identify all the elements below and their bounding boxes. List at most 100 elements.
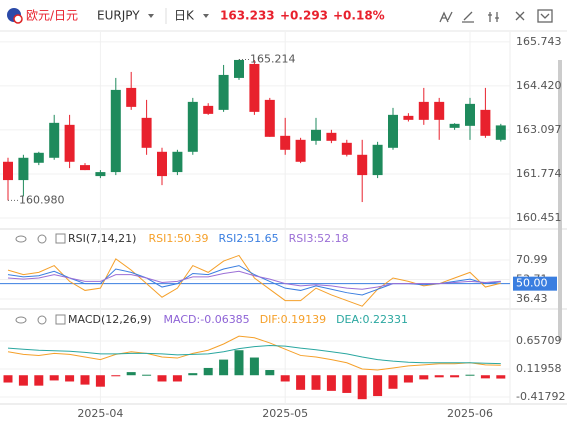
legend-label: MACD:-0.06385 — [164, 313, 250, 326]
candle-body — [18, 157, 29, 181]
candle-body — [157, 151, 167, 177]
y-tick-label: 165.743 — [516, 35, 562, 48]
y-tick-label: 163.097 — [516, 123, 562, 136]
macd-bar — [388, 375, 398, 389]
check-icon[interactable] — [55, 233, 66, 244]
macd-bar — [142, 374, 152, 376]
candle-body — [465, 103, 475, 126]
dropdown-icon[interactable] — [203, 14, 209, 18]
macd-bar — [65, 375, 75, 382]
candle-body — [372, 144, 383, 176]
macd-bar — [480, 375, 490, 379]
change-pct: +0.18% — [333, 9, 385, 23]
candle-body — [311, 129, 321, 141]
candle-body — [249, 63, 260, 112]
annotation: 160.980 — [19, 193, 65, 206]
y-tick-label: 161.774 — [516, 167, 562, 180]
candle-body — [126, 87, 137, 107]
macd-bar — [111, 375, 121, 377]
candle-body — [480, 109, 491, 136]
eye-icon[interactable] — [15, 235, 27, 243]
candle-body — [341, 142, 352, 155]
eye-icon[interactable] — [15, 316, 27, 324]
dropdown-icon[interactable] — [148, 14, 154, 18]
candle-body — [357, 154, 368, 176]
candle-body — [449, 123, 460, 128]
pair-name[interactable]: 欧元/日元 — [26, 9, 78, 23]
legend-label: DIF:0.19139 — [260, 313, 326, 326]
candle-body — [264, 99, 275, 137]
candle-body — [3, 161, 13, 181]
candle-body — [95, 172, 106, 177]
rsi-line — [7, 265, 501, 296]
macd-bar — [326, 375, 336, 391]
candle-body — [218, 74, 229, 110]
settings-tool[interactable] — [537, 9, 553, 23]
candle-body — [49, 122, 60, 158]
macd-bar — [419, 375, 429, 380]
macd-bar — [80, 375, 90, 385]
candle-body — [295, 139, 306, 162]
y-tick-label: -0.41792 — [516, 390, 565, 403]
indicator-tool[interactable] — [462, 11, 474, 23]
x-tick-label: 2025-04 — [77, 407, 123, 420]
candle-body — [234, 59, 244, 78]
legend-label: RSI1:50.39 — [148, 232, 208, 245]
macd-bar — [126, 372, 136, 376]
candle-body — [80, 165, 90, 171]
candle-body — [187, 101, 198, 152]
toolbar — [439, 9, 553, 23]
period[interactable]: 日K — [174, 9, 195, 23]
candle-body — [280, 135, 291, 150]
candle-body — [418, 101, 429, 120]
panel-title: MACD(12,26,9) — [68, 313, 152, 326]
gear-icon[interactable] — [37, 234, 47, 244]
macd-bar — [157, 375, 167, 382]
macd-bar — [249, 357, 259, 376]
candle-body — [495, 125, 506, 140]
y-tick-label: 50.00 — [516, 277, 548, 290]
candle-body — [434, 101, 445, 120]
macd-bar — [219, 359, 229, 376]
macd-bar — [3, 375, 13, 383]
change: +0.293 — [280, 9, 328, 23]
macd-line — [7, 335, 501, 371]
candle-body — [141, 117, 152, 148]
candle-body — [403, 115, 414, 120]
symbol[interactable]: EURJPY — [97, 9, 140, 23]
candle-body — [110, 89, 121, 173]
x-tick-label: 2025-05 — [262, 407, 308, 420]
legend-label: DEA:0.22331 — [336, 313, 408, 326]
flag-icon — [13, 14, 23, 24]
y-tick-label: 0.65709 — [516, 334, 562, 347]
macd-bar — [280, 375, 290, 382]
y-tick-label: 164.420 — [516, 79, 562, 92]
macd-bar — [172, 375, 182, 382]
macd-bar — [18, 375, 28, 386]
macd-bar — [357, 375, 367, 400]
macd-tools — [15, 314, 66, 325]
candle-body — [203, 105, 214, 114]
rsi-line — [7, 270, 501, 290]
y-tick-label: 0.11958 — [516, 362, 562, 375]
macd-bar — [265, 370, 275, 376]
fullscreen-tool[interactable] — [515, 11, 525, 21]
candle-tool[interactable] — [488, 12, 499, 22]
settings-tool[interactable] — [540, 13, 550, 19]
y-tick-label: 160.451 — [516, 211, 562, 224]
macd-bar — [465, 374, 475, 376]
draw-tool[interactable] — [439, 11, 453, 23]
macd-line — [7, 345, 501, 365]
gear-icon[interactable] — [37, 315, 47, 325]
macd-bar — [296, 375, 306, 390]
y-tick-label: 36.43 — [516, 292, 548, 305]
x-tick-label: 2025-06 — [447, 407, 493, 420]
rsi-tools — [15, 233, 66, 244]
check-icon[interactable] — [55, 314, 66, 325]
legend-label: RSI2:51.65 — [219, 232, 279, 245]
annotation: 165.214 — [250, 52, 296, 65]
macd-bar — [434, 375, 444, 378]
